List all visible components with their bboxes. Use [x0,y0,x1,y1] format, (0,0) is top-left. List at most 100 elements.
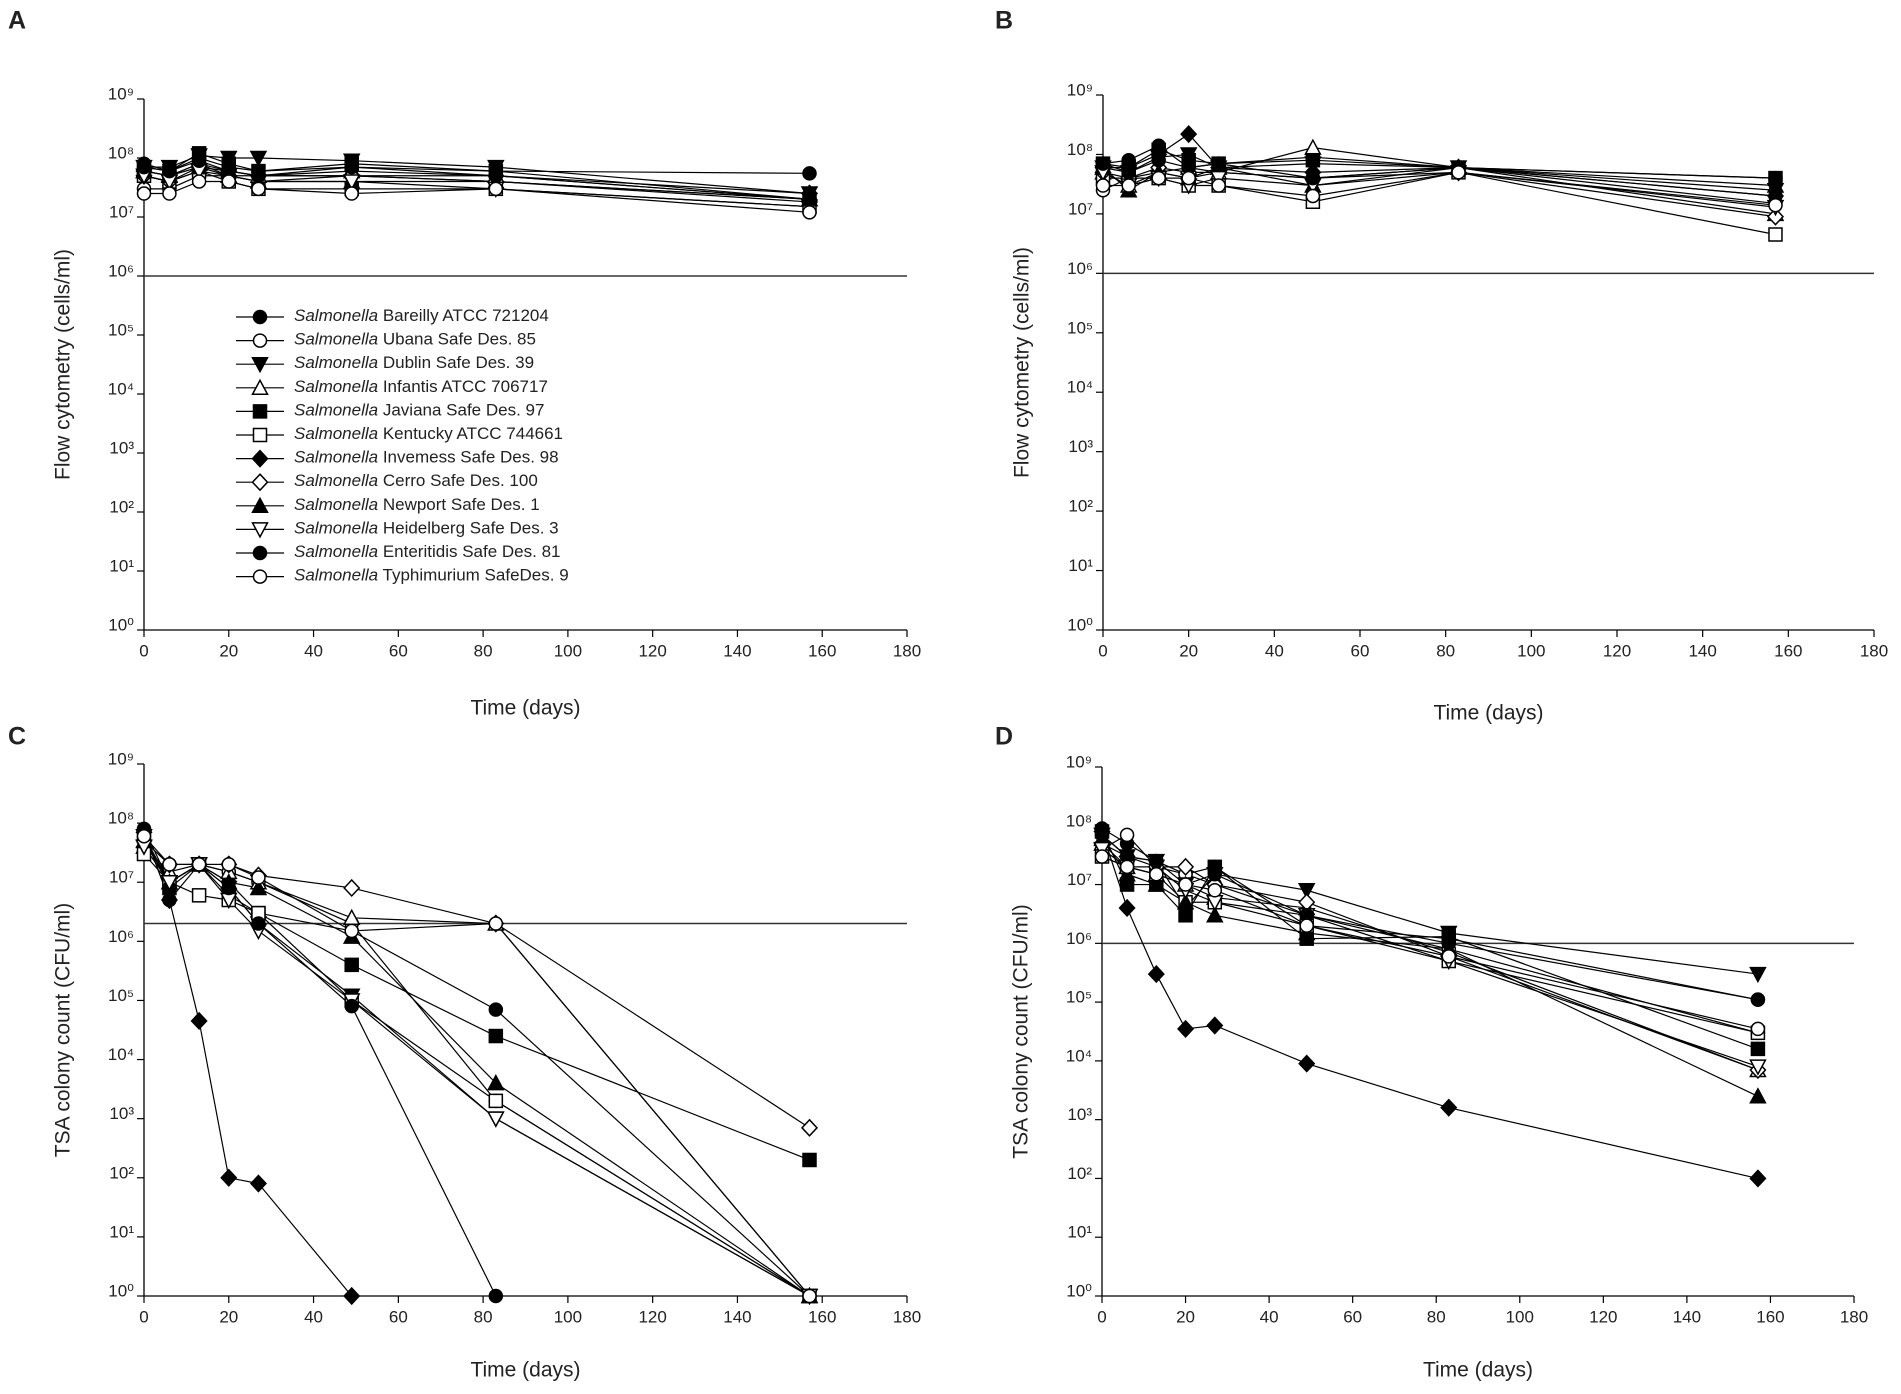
marker [162,186,177,201]
y-tick-label: 10² [109,497,134,516]
y-tick-label: 10⁵ [108,320,134,339]
x-tick-label: 60 [1343,1307,1362,1326]
marker [220,1168,238,1187]
marker [136,828,152,844]
marker [488,168,504,184]
y-tick-label: 10⁴ [108,379,134,398]
marker [1151,170,1166,186]
marker [1206,1016,1224,1035]
y-tick-label: 10⁷ [1067,870,1092,889]
panel-label: A [8,7,26,35]
y-tick-label: 10⁰ [108,615,134,634]
y-axis-label: TSA colony count (CFU/ml) [52,903,75,1157]
marker [1749,966,1767,984]
marker [1177,1019,1195,1039]
marker [251,496,269,514]
marker [1305,170,1321,186]
marker [487,1111,505,1128]
panel-label: B [995,7,1013,35]
marker [1147,964,1165,984]
y-tick-label: 10³ [1067,1105,1092,1124]
marker [488,916,504,931]
y-tick-label: 10⁶ [1066,929,1092,948]
marker [249,150,268,168]
series-line [143,840,810,1297]
marker [252,545,268,561]
marker [252,569,268,584]
y-tick-label: 10¹ [1067,1223,1092,1242]
marker [251,449,269,468]
marker [344,159,359,175]
marker [488,181,504,197]
y-tick-label: 10⁹ [1066,752,1092,771]
y-axis-label: Flow cytometry (cells/ml) [1011,247,1034,478]
y-tick-label: 10¹ [1068,556,1093,575]
series-line [1101,838,1759,1097]
marker [1121,165,1136,180]
x-axis-label: Time (days) [1423,1359,1533,1382]
marker [1441,949,1457,964]
marker [162,857,177,872]
legend-label: Salmonella Dublin Safe Des. 39 [294,354,534,373]
series-line [143,840,810,1129]
marker [1207,883,1223,898]
marker [342,908,361,926]
legend-label: Salmonella Cerro Safe Des. 100 [294,472,538,491]
x-tick-label: 140 [1688,641,1716,660]
x-tick-label: 180 [1840,1307,1868,1326]
x-tick-label: 120 [1589,1307,1617,1326]
marker [1768,197,1783,213]
marker [136,159,152,175]
marker [488,1093,504,1109]
marker [191,888,207,903]
marker [1749,1087,1767,1104]
legend-label: Salmonella Enteritidis Safe Des. 81 [294,542,560,561]
marker [190,1011,208,1031]
marker [160,874,179,892]
marker [1178,900,1193,916]
marker [1297,883,1316,900]
marker [1299,918,1314,933]
marker [251,870,266,885]
marker [1119,859,1135,875]
marker [251,356,269,374]
marker [251,473,269,492]
legend-label: Salmonella Typhimurium SafeDes. 9 [294,566,569,585]
y-tick-label: 10⁴ [1067,378,1093,397]
panel-B: B 10⁰ 10¹ 10² 10³ 10⁴ 10⁵ 10⁶ 10⁷ 10⁸ 10⁹ 0 20 40 60 80… [995,7,1888,725]
x-tick-label: 160 [1774,641,1802,660]
y-tick-label: 10³ [109,438,134,457]
series-line [1102,171,1776,208]
series-line [143,157,810,174]
panel-label: C [8,723,26,751]
x-tick-label: 60 [1351,641,1370,660]
y-tick-label: 10⁷ [109,868,134,887]
legend-label: Salmonella Kentucky ATCC 744661 [294,424,563,443]
legend-label: Salmonella Invemess Safe Des. 98 [294,448,559,467]
x-tick-label: 140 [723,641,751,660]
x-tick-label: 120 [1603,641,1631,660]
x-tick-label: 160 [808,1307,836,1326]
marker [488,1028,504,1044]
x-tick-label: 160 [808,641,836,660]
marker [1095,156,1111,171]
marker [802,1288,817,1304]
x-tick-label: 100 [554,641,582,660]
marker [1151,152,1166,168]
y-tick-label: 10² [109,1163,134,1182]
x-axis-label: Time (days) [470,1359,580,1382]
x-tick-label: 180 [893,641,921,660]
y-tick-label: 10⁵ [1066,988,1092,1007]
marker [1750,992,1766,1007]
series-line [143,846,810,1297]
marker [251,916,266,931]
x-tick-label: 20 [1176,1307,1195,1326]
x-tick-label: 0 [139,1307,148,1326]
series-line [1101,831,1759,1180]
marker [251,378,269,396]
y-tick-label: 10⁸ [1066,811,1092,830]
marker [800,1118,819,1137]
marker [802,191,817,207]
x-axis-label: Time (days) [1433,702,1543,725]
panel-A: A 10⁰ 10¹ 10² 10³ 10⁴ 10⁵ 10⁶ 10⁷ 10⁸ 10⁹ 0 20 40 60 80… [8,7,921,720]
